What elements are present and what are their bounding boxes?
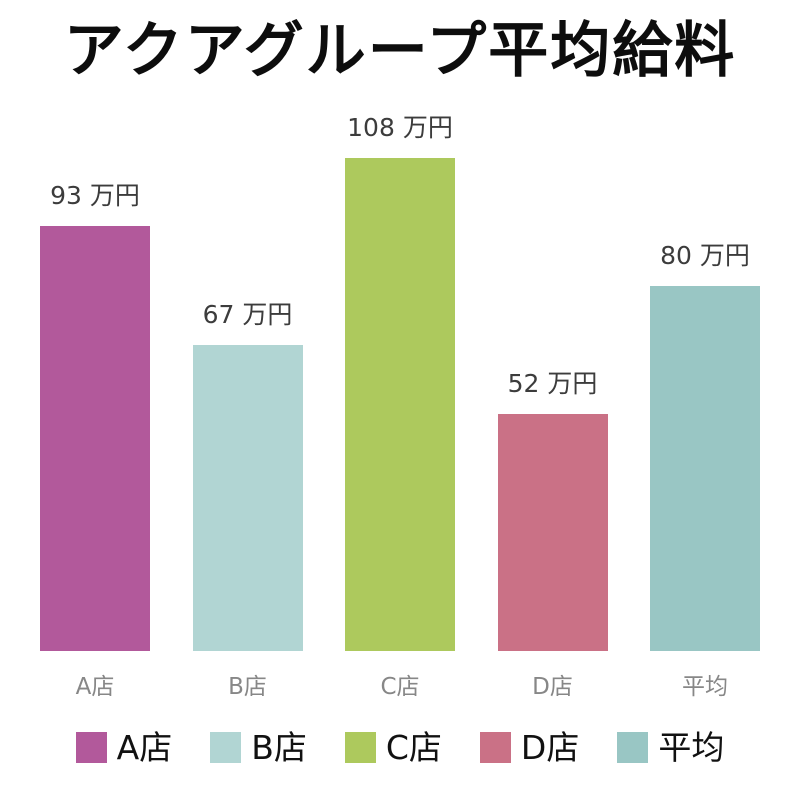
legend-item-A店: A店	[75, 728, 173, 767]
bar-B店	[192, 345, 303, 651]
legend-label: 平均	[658, 728, 725, 767]
x-axis-label-B店: B店	[228, 674, 267, 700]
bar-value-label: 52 万円	[507, 369, 598, 398]
legend-swatch-icon	[344, 732, 376, 763]
bar-column-平均: 80 万円	[650, 236, 760, 651]
legend-swatch-icon	[479, 732, 511, 763]
bar-column-D店: 52 万円	[497, 364, 608, 651]
x-axis-label-row: A店 B店 C店 D店 平均	[40, 651, 760, 701]
legend-label: A店	[116, 728, 173, 767]
bar-C店	[345, 158, 455, 651]
bar-value-label: 67 万円	[202, 300, 293, 329]
legend-swatch-icon	[617, 732, 649, 763]
x-axis-label-A店: A店	[75, 674, 115, 700]
x-axis-label-D店: D店	[532, 674, 573, 700]
legend-swatch-icon	[210, 732, 242, 763]
legend-swatch-icon	[75, 732, 107, 763]
bar-A店	[40, 226, 150, 651]
x-axis-label-C店: C店	[380, 674, 420, 700]
bar-value-label: 80 万円	[660, 241, 750, 270]
bar-平均	[650, 286, 760, 651]
legend-label: B店	[251, 728, 307, 767]
legend-item-平均: 平均	[617, 731, 724, 764]
bar-value-label: 93 万円	[50, 181, 140, 210]
legend-item-B店: B店	[210, 731, 307, 764]
legend-item-C店: C店	[344, 728, 442, 767]
legend-item-D店: D店	[479, 728, 580, 767]
bar-column-B店: 67 万円	[192, 295, 303, 651]
bar-D店	[497, 414, 608, 651]
legend-label: D店	[520, 728, 580, 767]
bar-column-C店: 108 万円	[345, 108, 455, 651]
chart-title: アクアグループ平均給料	[63, 16, 737, 86]
x-axis-label-平均: 平均	[682, 674, 728, 700]
bar-value-label: 108 万円	[347, 113, 453, 142]
legend-label: C店	[385, 728, 442, 767]
bar-chart-plot-area: 93 万円 67 万円 108 万円 52 万円 80 万円	[40, 113, 760, 651]
chart-legend: A店 B店 C店 D店 平均	[0, 731, 800, 764]
bar-column-A店: 93 万円	[40, 176, 150, 651]
